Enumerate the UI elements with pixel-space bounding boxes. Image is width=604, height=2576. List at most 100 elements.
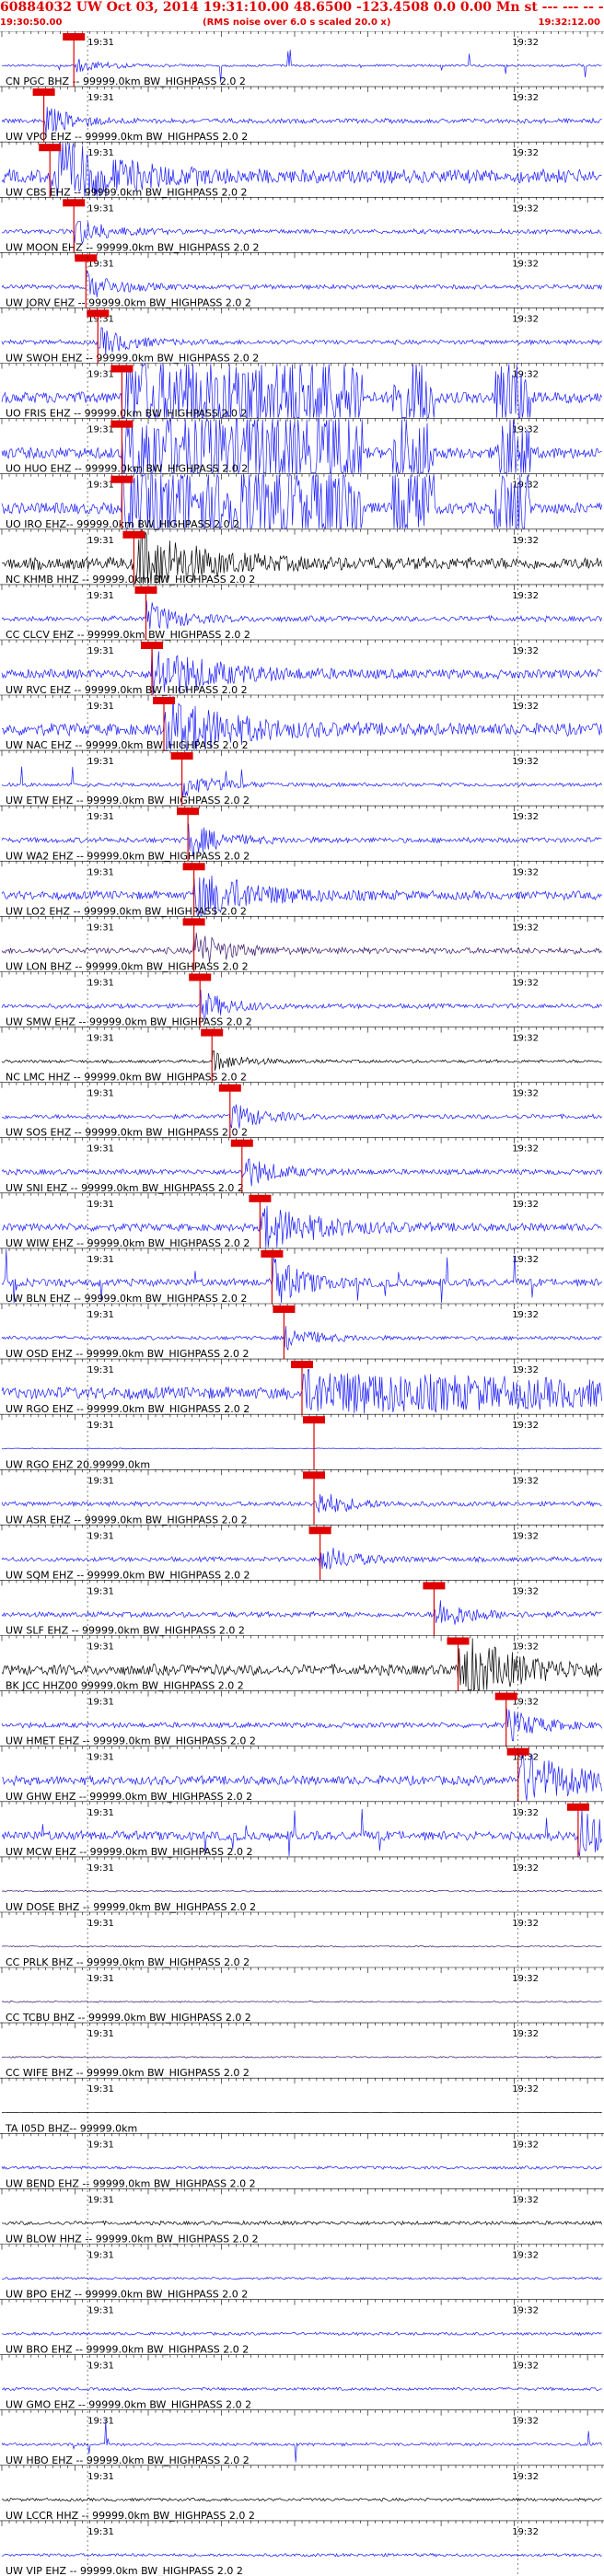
waveform-line	[1, 49, 602, 83]
time-ticks	[1, 1912, 603, 1918]
station-label: NC KHMB HHZ -- 99999.0km BW_HIGHPASS 2.0…	[6, 574, 255, 586]
trace-row: 19:31 19:32 CN PGC BHZ -- 99999.0km BW_HIG…	[0, 31, 604, 87]
tick-label-1931: 19:31	[87, 757, 114, 767]
waveform-line	[1, 600, 602, 630]
time-ticks	[1, 1690, 603, 1697]
waveform-line	[1, 766, 602, 797]
waveform-line	[2, 220, 602, 245]
station-label: UW SQM EHZ -- 99999.0km BW_HIGHPASS 2.0 …	[6, 1569, 250, 1581]
tick-label-1932: 19:32	[512, 1531, 539, 1541]
trace-row: 19:31 19:32 CC CLCV EHZ -- 99999.0km BW_HI…	[0, 584, 604, 641]
waveform-line	[1, 327, 602, 354]
trace-row: 19:31 19:32 UW VPO EHZ -- 99999.0km BW_HIG…	[0, 86, 604, 143]
station-label: UW VPO EHZ -- 99999.0km BW_HIGHPASS 2.0 …	[6, 131, 248, 143]
tick-label-1931: 19:31	[87, 1753, 114, 1763]
station-label: UW SLF EHZ -- 99999.0km BW_HIGHPASS 2.0 …	[6, 1625, 245, 1637]
waveform-line	[1, 2000, 602, 2003]
tick-label-1931: 19:31	[87, 425, 114, 435]
tick-label-1931: 19:31	[87, 93, 114, 103]
trace-row: 19:31 19:32 NC KHMB HHZ -- 99999.0km BW_HI…	[0, 528, 604, 586]
pick-flag	[506, 1747, 529, 1756]
pick-flag	[182, 863, 205, 871]
time-ticks	[1, 142, 603, 148]
time-ticks	[1, 1525, 603, 1531]
pick-flag	[134, 586, 157, 594]
waveform-line	[1, 1493, 602, 1513]
tick-label-1931: 19:31	[87, 1642, 114, 1653]
trace-row: 19:31 19:32 UW ASR EHZ -- 99999.0km BW_HIG…	[0, 1469, 604, 1526]
station-label: UW ASR EHZ -- 99999.0km BW_HIGHPASS 2.0 …	[6, 1514, 248, 1526]
time-ticks	[1, 528, 603, 535]
waveform-line	[1, 2165, 602, 2170]
tick-label-1931: 19:31	[87, 2140, 114, 2150]
time-ticks	[1, 1967, 603, 1973]
time-ticks	[1, 1247, 603, 1254]
tick-label-1932: 19:32	[512, 1365, 539, 1375]
time-ticks	[1, 252, 603, 259]
station-label: NC LMC HHZ -- 99999.0km BW_HIGHPASS 2.0 …	[6, 1072, 247, 1084]
trace-row: 19:31 19:32 UW ETW EHZ -- 99999.0km BW_HIG…	[0, 749, 604, 806]
time-ticks	[1, 861, 603, 867]
station-label: UO FRIS EHZ -- 99999.0km BW_HIGHPASS 2.0…	[6, 408, 247, 420]
pick-flag	[177, 807, 200, 816]
tick-label-1932: 19:32	[512, 481, 539, 491]
trace-row: 19:31 19:32 UW WIW EHZ -- 99999.0km BW_HIG…	[0, 1192, 604, 1249]
waveform-line	[1, 1638, 602, 1691]
tick-label-1931: 19:31	[87, 259, 114, 269]
tick-label-1931: 19:31	[87, 1698, 114, 1708]
tick-label-1932: 19:32	[512, 2084, 539, 2094]
tick-label-1932: 19:32	[512, 646, 539, 656]
tick-label-1932: 19:32	[512, 1863, 539, 1874]
tick-label-1932: 19:32	[512, 38, 539, 48]
waveform-line	[1, 1600, 602, 1625]
trace-row: 19:31 19:32 UW LO2 EHZ -- 99999.0km BW_HIG…	[0, 860, 604, 917]
trace-row: 19:31 19:32 UW BLN EHZ -- 99999.0km BW_HIG…	[0, 1247, 604, 1305]
trace-row: 19:31 19:32 UW RGO EHZ -- 99999.0km BW_HIG…	[0, 1358, 604, 1415]
tick-label-1932: 19:32	[512, 1310, 539, 1320]
tick-label-1932: 19:32	[512, 2029, 539, 2039]
trace-row: 19:31 19:32 UW LCCR HHZ -- 99999.0km BW_HI…	[0, 2465, 604, 2522]
trace-row: 19:31 19:32 UO HUO EHZ -- 99999.0km BW_HIG…	[0, 418, 604, 475]
time-ticks	[1, 750, 603, 757]
waveform-line	[1, 1889, 602, 1893]
time-ticks	[1, 1469, 603, 1476]
trace-row: 19:31 19:32 UW SLF EHZ -- 99999.0km BW_HIG…	[0, 1580, 604, 1637]
tick-label-1931: 19:31	[87, 1808, 114, 1818]
tick-label-1931: 19:31	[87, 314, 114, 324]
pick-flag	[110, 475, 134, 483]
tick-label-1932: 19:32	[512, 2306, 539, 2316]
pick-flag	[249, 1194, 272, 1202]
time-ticks	[1, 1304, 603, 1309]
tick-label-1931: 19:31	[87, 1144, 114, 1155]
pick-flag	[201, 1028, 224, 1037]
tick-label-1931: 19:31	[87, 1531, 114, 1541]
tick-label-1931: 19:31	[87, 1310, 114, 1320]
pick-flag	[63, 199, 86, 207]
tick-label-1932: 19:32	[512, 203, 539, 214]
tick-label-1931: 19:31	[87, 2527, 114, 2537]
waveform-line	[1, 1248, 602, 1304]
time-ticks	[1, 2244, 603, 2250]
waveform-line	[1, 1749, 602, 1801]
waveform-line	[1, 107, 602, 135]
station-label: UW LO2 EHZ -- 99999.0km BW_HIGHPASS 2.0 …	[6, 905, 247, 917]
waveform-line	[1, 473, 602, 529]
tick-label-1931: 19:31	[87, 370, 114, 380]
tick-label-1932: 19:32	[512, 591, 539, 601]
station-label: UW BLOW HHZ -- 99999.0km BW_HIGHPASS 2.0…	[6, 2234, 259, 2245]
tick-label-1931: 19:31	[87, 1034, 114, 1044]
tick-label-1932: 19:32	[512, 812, 539, 822]
time-ticks	[1, 1801, 603, 1807]
station-label: UO IRO EHZ-- 99999.0km BW_HIGHPASS 2.0 2	[6, 518, 239, 530]
trace-row: 19:31 19:32 UW NAC EHZ -- 99999.0km BW_HIG…	[0, 694, 604, 751]
station-label: CC CLCV EHZ -- 99999.0km BW_HIGHPASS 2.0…	[6, 629, 250, 641]
tick-label-1931: 19:31	[87, 2306, 114, 2316]
pick-flag	[87, 309, 110, 318]
tick-label-1931: 19:31	[87, 1863, 114, 1874]
pick-flag	[75, 254, 98, 262]
waveform-line	[1, 933, 602, 963]
pick-flag	[273, 1305, 296, 1313]
time-ticks	[1, 971, 603, 978]
waveform-line	[1, 2331, 602, 2337]
tick-label-1931: 19:31	[87, 1974, 114, 1984]
